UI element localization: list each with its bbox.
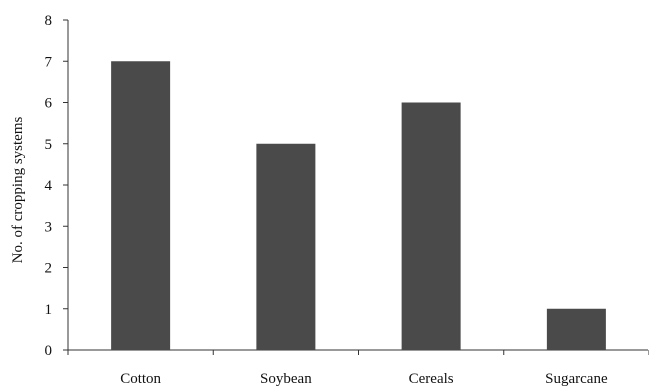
bar-sugarcane: [546, 308, 606, 350]
y-tick-label: 1: [45, 302, 53, 318]
y-tick-label: 2: [45, 261, 53, 277]
y-axis-ticks: 0 1 2 3 4 5 6 7 8: [45, 13, 68, 359]
y-axis-title: No. of cropping systems: [10, 117, 26, 264]
y-tick-label: 3: [45, 219, 53, 235]
y-tick-label: 5: [45, 137, 53, 153]
plot-area: 0 1 2 3 4 5 6 7 8 Cotton Soybean Cereals Sugarcane: [45, 13, 649, 387]
y-tick-label: 6: [45, 96, 53, 112]
x-category-label: Cereals: [409, 371, 454, 387]
y-tick-label: 4: [45, 178, 53, 194]
bar-cereals: [401, 102, 461, 350]
x-category-label: Soybean: [260, 371, 312, 387]
x-category-label: Cotton: [120, 371, 161, 387]
bar-cotton: [111, 61, 171, 350]
x-axis-ticks: [67, 350, 649, 355]
y-tick-label: 8: [45, 13, 53, 29]
x-category-label: Sugarcane: [545, 371, 608, 387]
bar-soybean: [256, 143, 316, 350]
bars: [111, 61, 606, 350]
x-axis-labels: Cotton Soybean Cereals Sugarcane: [120, 371, 608, 387]
y-tick-label: 7: [45, 54, 53, 70]
y-tick-label: 0: [45, 343, 53, 359]
